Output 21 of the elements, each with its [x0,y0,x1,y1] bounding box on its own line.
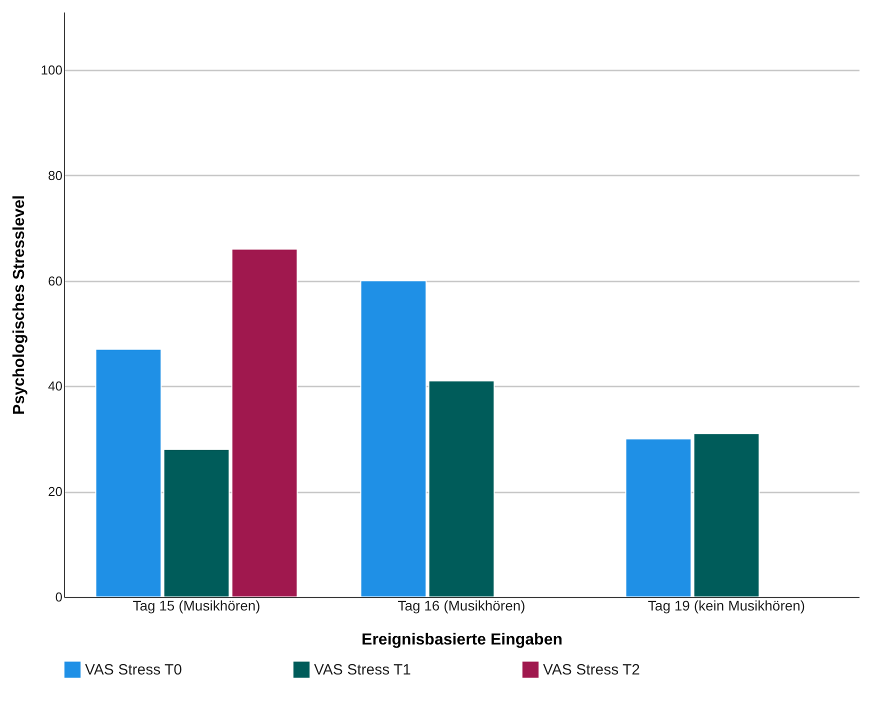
y-tick-label: 80 [48,168,62,183]
bar [693,433,760,597]
bar [360,280,427,597]
bar [428,380,495,597]
bar [231,248,298,597]
bar [163,448,230,597]
bar [625,438,692,597]
x-tick-label: Tag 19 (kein Musikhören) [648,598,806,614]
legend-label: VAS Stress T2 [543,662,640,679]
legend-label: VAS Stress T0 [85,662,182,679]
y-tick-label: 20 [48,484,62,500]
legend-label: VAS Stress T1 [314,662,411,679]
y-axis-title: Psychologisches Stresslevel [10,195,28,415]
y-tick-label: 40 [48,378,62,394]
y-tick-label: 0 [55,590,62,604]
x-axis-title: Ereignisbasierte Eingaben [362,632,562,648]
x-tick-label: Tag 16 (Musikhören) [398,598,526,614]
y-tick-label: 60 [48,273,62,288]
bar [95,348,162,597]
y-tick-label: 100 [40,62,62,78]
x-tick-label: Tag 15 (Musikhören) [132,598,260,614]
